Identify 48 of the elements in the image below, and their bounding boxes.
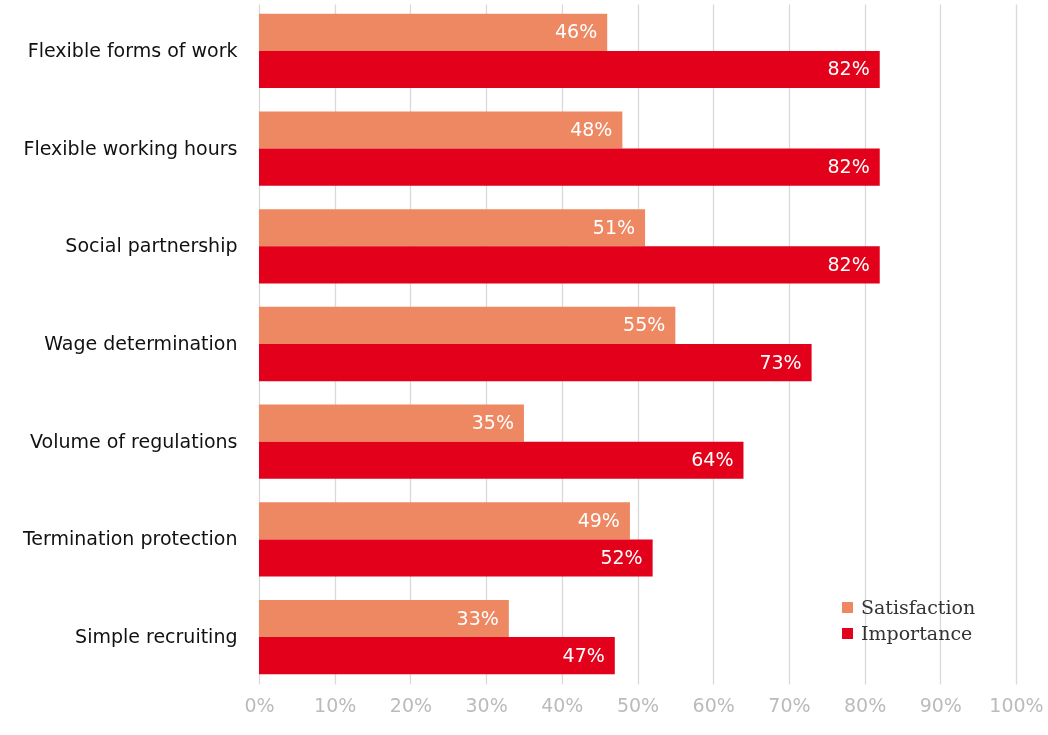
- bar: [259, 599, 509, 638]
- bar: [259, 13, 608, 51]
- y-tick-label: Termination protection: [21, 527, 238, 550]
- data-label: 49%: [577, 508, 620, 531]
- bar: [259, 344, 812, 382]
- data-label: 82%: [827, 252, 870, 275]
- data-label: 46%: [554, 20, 598, 43]
- y-tick-label: Wage determination: [44, 332, 238, 354]
- bar: [259, 502, 630, 540]
- data-label: 82%: [827, 155, 870, 178]
- data-label: 47%: [562, 643, 605, 666]
- bar: [259, 306, 676, 344]
- data-label: 73%: [759, 350, 802, 373]
- data-label: 52%: [600, 545, 643, 568]
- y-tick-label: Volume of regulations: [30, 429, 238, 452]
- bar: [259, 209, 646, 247]
- x-tick-label: 90%: [919, 693, 962, 716]
- y-tick-label: Flexible forms of work: [27, 38, 238, 61]
- bar: [259, 441, 744, 479]
- x-tick-label: 10%: [314, 693, 357, 716]
- bar: [259, 148, 880, 186]
- x-tick-label: 70%: [768, 693, 811, 716]
- legend-label: Importance: [861, 621, 973, 644]
- bar: [259, 111, 623, 149]
- x-tick-label: 100%: [989, 693, 1044, 716]
- y-tick-label: Flexible working hours: [23, 136, 238, 159]
- bar: [259, 539, 653, 577]
- x-tick-label: 30%: [465, 693, 508, 716]
- legend-label: Satisfaction: [861, 595, 976, 618]
- x-tick-label: 20%: [389, 693, 433, 716]
- y-tick-label: Social partnership: [65, 234, 238, 257]
- bar: [259, 50, 880, 89]
- data-label: 55%: [623, 313, 666, 336]
- x-tick-label: 60%: [692, 693, 735, 716]
- x-tick-label: 0%: [244, 693, 275, 716]
- y-tick-label: Simple recruiting: [75, 625, 238, 648]
- x-tick-label: 80%: [843, 693, 887, 716]
- bar: [259, 637, 615, 675]
- data-label: 51%: [592, 215, 636, 238]
- data-label: 33%: [456, 606, 499, 629]
- x-tick-label: 50%: [616, 693, 660, 716]
- bar: [259, 404, 524, 442]
- data-label: 35%: [471, 411, 514, 434]
- data-label: 48%: [570, 118, 613, 141]
- data-label: 82%: [827, 57, 870, 80]
- x-tick-label: 40%: [541, 693, 584, 716]
- data-label: 64%: [691, 448, 734, 471]
- bar: [259, 246, 880, 284]
